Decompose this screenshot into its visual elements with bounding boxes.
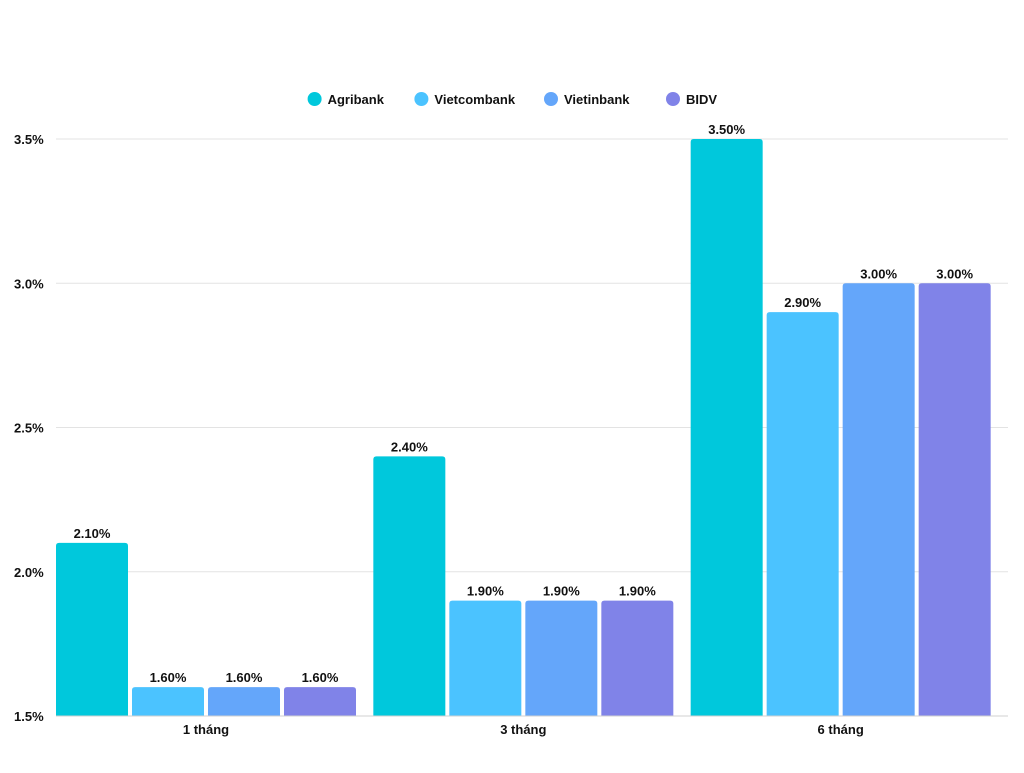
- bar-agribank-3-thang: [373, 456, 446, 716]
- legend-item-vietinbank[interactable]: Vietinbank: [544, 92, 630, 107]
- data-label-vietcombank-1-thang: 1.60%: [150, 670, 187, 685]
- bar-vietcombank-3-thang: [449, 600, 522, 716]
- x-tick-label-6-thang: 6 tháng: [818, 722, 864, 737]
- bar-vietinbank-1-thang: [208, 687, 280, 716]
- data-label-vietcombank-6-thang: 2.90%: [784, 295, 821, 310]
- data-label-vietinbank-6-thang: 3.00%: [860, 266, 897, 281]
- legend-item-agribank[interactable]: Agribank: [307, 92, 385, 107]
- data-labels: 2.10% 1.60% 1.60% 1.60% 2.40% 1.90% 1.90% 1.90%…: [74, 122, 974, 685]
- bars: [56, 139, 991, 716]
- y-tick-label: 3.5%: [14, 132, 44, 147]
- bar-vietcombank-1-thang: [132, 687, 204, 716]
- legend-swatch-agribank: [307, 92, 322, 106]
- bar-bidv-3-thang: [601, 600, 674, 716]
- data-label-bidv-6-thang: 3.00%: [936, 266, 973, 281]
- legend-item-vietcombank[interactable]: Vietcombank: [414, 92, 516, 107]
- y-tick-label: 3.0%: [14, 276, 44, 291]
- legend-label-bidv: BIDV: [686, 92, 717, 107]
- y-axis: 1.5% 2.0% 2.5% 3.0% 3.5%: [14, 132, 44, 724]
- legend-label-vietinbank: Vietinbank: [564, 92, 630, 107]
- data-label-agribank-1-thang: 2.10%: [74, 526, 111, 541]
- legend-item-bidv[interactable]: BIDV: [666, 92, 717, 107]
- data-label-vietinbank-3-thang: 1.90%: [543, 584, 580, 599]
- bar-agribank-6-thang: [690, 139, 763, 716]
- bar-bidv-1-thang: [284, 687, 356, 716]
- legend: Agribank Vietcombank Vietinbank BIDV: [307, 92, 717, 107]
- y-tick-label: 2.5%: [14, 421, 44, 436]
- x-tick-label-3-thang: 3 tháng: [500, 722, 546, 737]
- data-label-agribank-6-thang: 3.50%: [708, 122, 745, 137]
- legend-swatch-vietinbank: [544, 92, 558, 106]
- x-tick-label-1-thang: 1 tháng: [183, 722, 229, 737]
- x-axis: 1 tháng 3 tháng 6 tháng: [56, 715, 1008, 737]
- bar-vietinbank-3-thang: [525, 600, 598, 716]
- bar-bidv-6-thang: [918, 283, 991, 716]
- legend-label-agribank: Agribank: [328, 92, 385, 107]
- bar-vietinbank-6-thang: [842, 283, 915, 716]
- legend-swatch-vietcombank: [414, 92, 429, 106]
- data-label-vietinbank-1-thang: 1.60%: [226, 670, 263, 685]
- bar-agribank-1-thang: [56, 542, 128, 716]
- legend-label-vietcombank: Vietcombank: [434, 92, 515, 107]
- y-tick-label: 1.5%: [14, 709, 44, 724]
- data-label-bidv-3-thang: 1.90%: [619, 584, 656, 599]
- bar-vietcombank-6-thang: [766, 312, 839, 716]
- data-label-bidv-1-thang: 1.60%: [302, 670, 339, 685]
- y-tick-label: 2.0%: [14, 565, 44, 580]
- data-label-vietcombank-3-thang: 1.90%: [467, 584, 504, 599]
- legend-swatch-bidv: [666, 92, 680, 106]
- data-label-agribank-3-thang: 2.40%: [391, 439, 428, 454]
